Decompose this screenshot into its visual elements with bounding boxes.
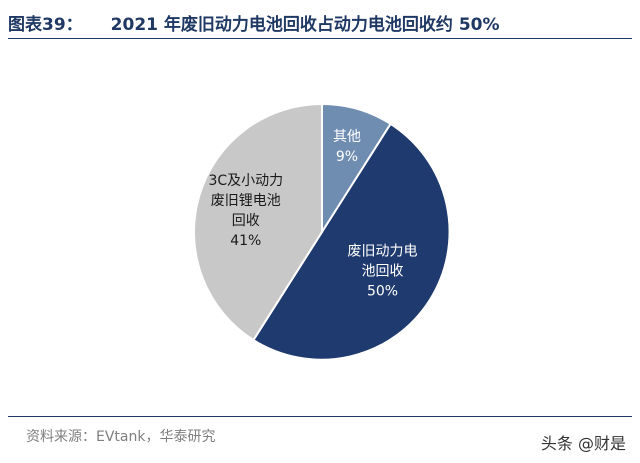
slice-category-label: 废旧锂电池 xyxy=(211,193,281,209)
pie-slice xyxy=(193,102,323,342)
figure-title-row: 图表39： 2021 年废旧动力电池回收占动力电池回收约 50% xyxy=(8,10,500,35)
figure-label: 图表39： xyxy=(8,15,83,35)
slice-category-label: 废旧动力电 xyxy=(348,243,418,259)
source-note: 资料来源：EVtank，华泰研究 xyxy=(26,429,216,445)
watermark: 头条 @财是 xyxy=(540,434,626,453)
slice-label: 3C及小动力废旧锂电池回收 41% xyxy=(208,173,283,249)
slice-label: 废旧动力电池回收 50% xyxy=(348,243,418,299)
title-divider xyxy=(8,38,632,39)
slice-category-label: 回收 xyxy=(232,213,260,229)
slice-value-label: 41% xyxy=(230,233,261,249)
pie-slice xyxy=(252,122,451,361)
slice-value-label: 9% xyxy=(336,149,358,165)
slice-category-label: 池回收 xyxy=(362,263,404,279)
slice-value-label: 50% xyxy=(367,283,398,299)
slice-category-label: 3C及小动力 xyxy=(208,173,283,189)
figure-title: 2021 年废旧动力电池回收占动力电池回收约 50% xyxy=(110,15,500,35)
slice-category-label: 其他 xyxy=(333,129,361,145)
footer-divider xyxy=(8,416,632,417)
slice-label: 其他 9% xyxy=(333,129,361,165)
